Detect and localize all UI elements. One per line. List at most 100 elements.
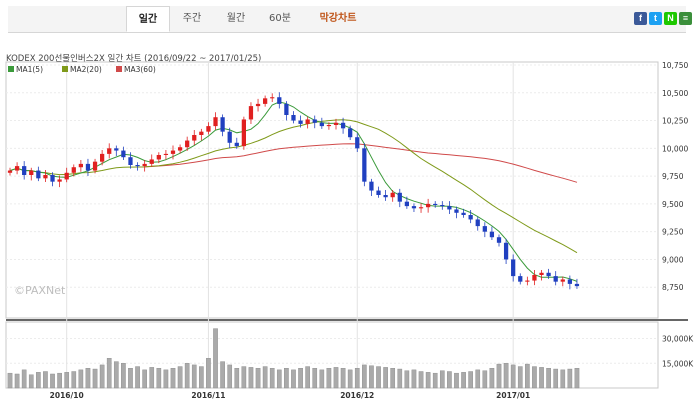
candle-body	[29, 170, 34, 175]
legend-label: MA1(5)	[16, 65, 43, 74]
volume-bar	[447, 371, 452, 389]
volume-bar	[532, 366, 537, 389]
tab-power-chart[interactable]: 막강차트	[319, 13, 357, 24]
volume-bar	[525, 363, 530, 389]
volume-bar	[64, 372, 70, 389]
volume-bar	[220, 361, 225, 389]
candle-body	[36, 170, 41, 179]
volume-bar	[43, 371, 48, 389]
candle-body	[142, 163, 147, 167]
price-tick-label: 10,250	[662, 117, 688, 126]
candle-body	[511, 259, 516, 277]
candle-body	[525, 280, 530, 282]
volume-bar	[376, 366, 381, 389]
candle-body	[340, 122, 346, 129]
price-tick-label: 9,500	[662, 200, 684, 209]
volume-bar	[234, 368, 240, 389]
candle-body	[503, 242, 509, 260]
volume-bar	[78, 369, 84, 389]
candle-body	[298, 120, 303, 124]
candle-body	[362, 148, 367, 182]
band-icon[interactable]: ≡	[679, 12, 692, 25]
candle-body	[114, 148, 119, 151]
volume-bar	[14, 373, 20, 389]
candle-body	[319, 122, 324, 127]
price-tick-label: 10,000	[662, 144, 688, 153]
twitter-icon[interactable]: t	[649, 12, 662, 25]
legend-label: MA2(20)	[70, 65, 102, 74]
volume-bar	[496, 363, 502, 389]
volume-bar	[113, 361, 119, 389]
volume-bar	[142, 369, 147, 389]
tab-weekly[interactable]: 주간	[182, 13, 202, 24]
candle-body	[468, 215, 473, 220]
candle-body	[241, 119, 246, 147]
x-tick-label: 2016/11	[191, 391, 225, 400]
candle-body	[177, 147, 183, 151]
tab-daily[interactable]: 일간	[126, 6, 170, 32]
ma20-line	[9, 119, 578, 254]
candle-body	[64, 172, 69, 180]
volume-bar	[170, 368, 176, 389]
volume-bar	[135, 366, 140, 389]
candle-body	[192, 135, 197, 141]
volume-bar	[326, 368, 332, 389]
volume-bar	[567, 368, 573, 389]
candle-body	[355, 137, 360, 149]
candle-body	[206, 126, 211, 132]
candle-body	[277, 97, 282, 104]
tab-60min[interactable]: 60분	[269, 13, 291, 24]
candle-body	[546, 272, 551, 277]
volume-bar	[369, 365, 374, 389]
candle-body	[369, 181, 374, 191]
volume-bar	[128, 368, 133, 389]
volume-bar	[106, 358, 112, 389]
candle-body	[14, 166, 20, 171]
volume-tick-label: 15,000K	[662, 359, 694, 368]
price-tick-label: 9,750	[662, 172, 684, 181]
ma5-line	[9, 101, 578, 282]
candle-body	[390, 192, 395, 198]
x-tick-label: 2016/12	[340, 391, 374, 400]
price-tick-label: 10,750	[662, 61, 688, 70]
candle-body	[418, 207, 424, 209]
volume-bar	[404, 370, 410, 389]
volume-bar	[28, 374, 34, 389]
naver-icon[interactable]: N	[664, 12, 677, 25]
volume-bar	[439, 370, 445, 389]
volume-bar	[517, 366, 523, 389]
candle-body	[475, 219, 480, 227]
price-panel-frame	[5, 61, 659, 319]
candle-body	[263, 98, 268, 104]
volume-bar	[21, 369, 27, 389]
candle-body	[234, 142, 239, 147]
candle-body	[305, 119, 310, 124]
volume-bar	[156, 368, 162, 389]
tab-monthly[interactable]: 월간	[226, 13, 246, 24]
candle-body	[567, 279, 572, 284]
volume-bar	[432, 372, 438, 389]
candle-body	[248, 106, 254, 120]
candle-body	[71, 167, 76, 173]
candle-body	[270, 97, 275, 99]
candle-body	[156, 155, 161, 160]
candle-body	[411, 206, 417, 209]
candle-body	[7, 170, 13, 173]
facebook-icon[interactable]: f	[634, 12, 647, 25]
volume-bar	[262, 366, 268, 389]
chart-tab-bar: 일간 주간 월간 60분 막강차트	[8, 6, 686, 33]
candle-body	[574, 283, 580, 287]
candle-body	[539, 272, 544, 275]
candle-body	[376, 190, 381, 195]
candle-body	[404, 201, 409, 207]
volume-bar	[546, 368, 551, 389]
legend-swatch	[116, 66, 122, 72]
volume-bar	[362, 364, 367, 389]
volume-bar	[177, 366, 183, 389]
candle-body	[326, 125, 332, 127]
candle-body	[496, 237, 502, 243]
candle-body	[461, 212, 466, 215]
volume-bar	[503, 363, 509, 389]
volume-bar	[291, 369, 296, 389]
